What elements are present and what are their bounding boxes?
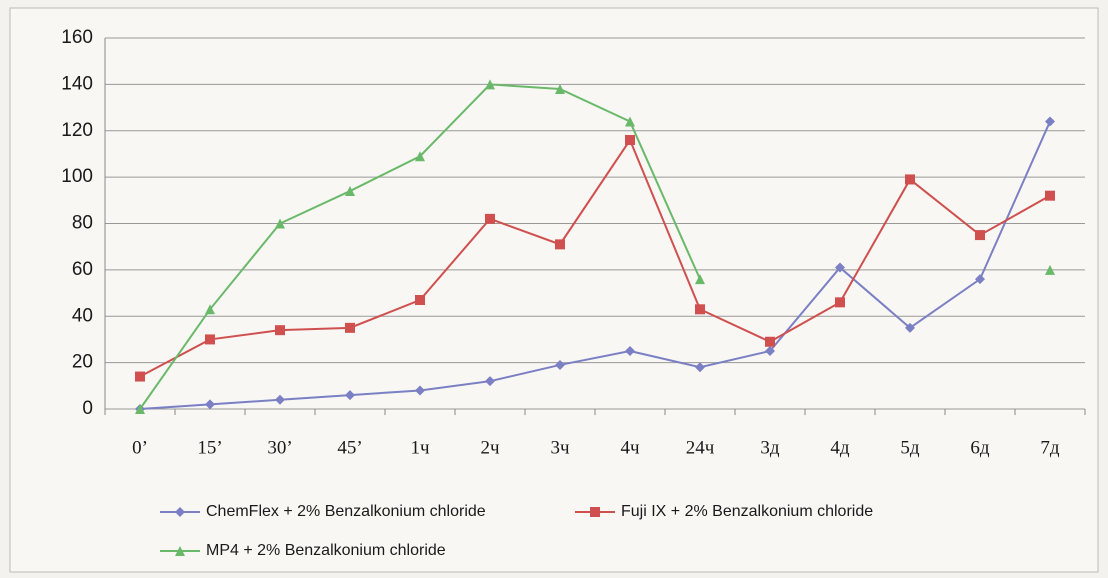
marker <box>135 371 145 382</box>
marker <box>415 295 425 306</box>
y-tick-label: 100 <box>61 166 93 187</box>
y-tick-label: 20 <box>72 352 93 373</box>
x-tick-label: 4д <box>830 437 850 458</box>
marker <box>415 151 425 162</box>
marker <box>485 213 495 224</box>
marker <box>695 304 705 315</box>
y-tick-label: 80 <box>72 213 93 234</box>
marker <box>1045 116 1055 127</box>
marker <box>135 404 145 414</box>
x-tick-label: 3ч <box>550 437 570 458</box>
series-line <box>139 121 1051 410</box>
x-tick-label: 0’ <box>132 437 148 458</box>
x-tick-label: 2ч <box>480 437 500 458</box>
marker <box>345 390 355 401</box>
marker <box>205 334 215 345</box>
marker <box>485 376 495 387</box>
legend-label: Fuji IX + 2% Benzalkonium chloride <box>621 503 873 520</box>
marker <box>415 385 425 396</box>
marker <box>275 325 285 336</box>
x-tick-label: 4ч <box>620 437 640 458</box>
x-tick-label: 24ч <box>686 437 715 458</box>
marker <box>590 507 600 517</box>
marker <box>275 218 285 229</box>
chart-frame <box>9 7 1099 573</box>
x-tick-label: 30’ <box>267 437 292 458</box>
x-tick-label: 3д <box>760 437 780 458</box>
marker <box>975 274 985 285</box>
marker <box>175 507 185 517</box>
marker <box>975 230 985 241</box>
marker <box>555 239 565 250</box>
y-tick-label: 140 <box>61 73 93 94</box>
marker <box>205 399 215 410</box>
legend-label: MP4 + 2% Benzalkonium chloride <box>206 542 446 559</box>
x-tick-label: 1ч <box>410 437 430 458</box>
marker <box>835 297 845 308</box>
x-tick-label: 45’ <box>337 437 362 458</box>
series-line <box>139 137 1051 378</box>
marker <box>905 322 915 333</box>
y-tick-label: 0 <box>82 398 93 419</box>
y-tick-label: 160 <box>61 27 93 48</box>
marker <box>175 546 185 556</box>
marker <box>345 186 355 197</box>
marker <box>345 322 355 333</box>
marker <box>695 274 705 285</box>
marker <box>1045 264 1055 275</box>
marker <box>485 79 495 90</box>
y-tick-label: 120 <box>61 120 93 141</box>
marker <box>205 304 215 315</box>
legend-label: ChemFlex + 2% Benzalkonium chloride <box>206 503 486 520</box>
marker <box>765 346 775 357</box>
x-tick-label: 6д <box>970 437 990 458</box>
y-tick-label: 60 <box>72 259 93 280</box>
marker <box>625 116 635 127</box>
y-tick-label: 40 <box>72 305 93 326</box>
x-tick-label: 5д <box>900 437 920 458</box>
marker <box>835 262 845 273</box>
marker <box>625 135 635 146</box>
marker <box>905 174 915 185</box>
x-tick-label: 7д <box>1040 437 1060 458</box>
x-tick-label: 15’ <box>197 437 222 458</box>
marker <box>695 362 705 373</box>
marker <box>275 394 285 405</box>
marker <box>765 336 775 347</box>
marker <box>1045 190 1055 201</box>
marker <box>555 359 565 370</box>
marker <box>625 346 635 357</box>
marker <box>555 84 565 95</box>
